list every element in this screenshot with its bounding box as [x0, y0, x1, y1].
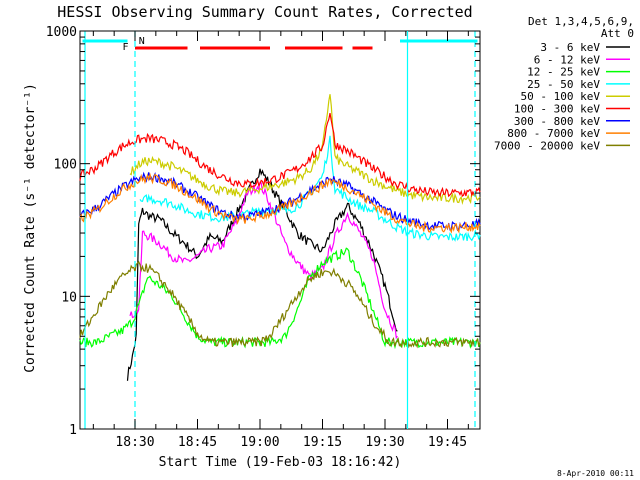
- legend-entry-label: 3 - 6 keV: [540, 41, 600, 54]
- x-tick-label: 19:00: [240, 435, 279, 450]
- legend-entry-label: 300 - 800 keV: [514, 115, 600, 128]
- plot-frame: [79, 30, 481, 430]
- y-tick-label: 1: [69, 423, 77, 438]
- series-line-1: [129, 181, 398, 340]
- chart-title: HESSI Observing Summary Count Rates, Cor…: [57, 3, 472, 21]
- series-line-4: [129, 94, 481, 205]
- flag-letter-n: N: [139, 36, 145, 47]
- y-tick-label: 1000: [46, 25, 77, 40]
- legend-entry-label: 12 - 25 keV: [527, 66, 600, 79]
- x-tick-label: 19:30: [365, 435, 404, 450]
- x-tick-label: 18:30: [115, 435, 154, 450]
- legend-entry-label: 25 - 50 keV: [527, 78, 600, 91]
- legend-entry-label: 7000 - 20000 keV: [494, 139, 600, 152]
- series-line-5: [79, 112, 481, 198]
- plot-area-border: [79, 30, 481, 430]
- legend-entry-label: 100 - 300 keV: [514, 103, 600, 116]
- legend-header-2: Att 0: [601, 27, 634, 40]
- series-line-0: [126, 168, 398, 381]
- overlay-layer: FN: [82, 31, 478, 429]
- x-tick-label: 18:45: [178, 435, 217, 450]
- x-tick-label: 19:15: [303, 435, 342, 450]
- flag-letter-f: F: [123, 42, 129, 53]
- x-axis-label: Start Time (19-Feb-03 18:16:42): [159, 455, 402, 470]
- legend-header-1: Det 1,3,4,5,6,9,: [528, 15, 634, 28]
- y-tick-label: 10: [61, 290, 77, 305]
- legend-entry-label: 50 - 100 keV: [521, 90, 601, 103]
- legend-entry-label: 6 - 12 keV: [534, 53, 601, 66]
- x-tick-label: 19:45: [428, 435, 467, 450]
- y-tick-label: 100: [54, 158, 77, 173]
- footer-date: 8-Apr-2010 00:11: [557, 469, 634, 478]
- series-line-2: [79, 247, 481, 350]
- legend-entry-label: 800 - 7000 keV: [507, 127, 600, 140]
- series-line-7: [79, 172, 481, 234]
- series-line-8: [79, 260, 481, 349]
- axes-layer: 18:30 18:45 19:00 19:15 19:30 19:45 1 10 100 1000: [46, 25, 480, 450]
- y-axis-label: Corrected Count Rate (s⁻¹ detector⁻¹): [23, 83, 38, 373]
- series-layer: [79, 94, 481, 381]
